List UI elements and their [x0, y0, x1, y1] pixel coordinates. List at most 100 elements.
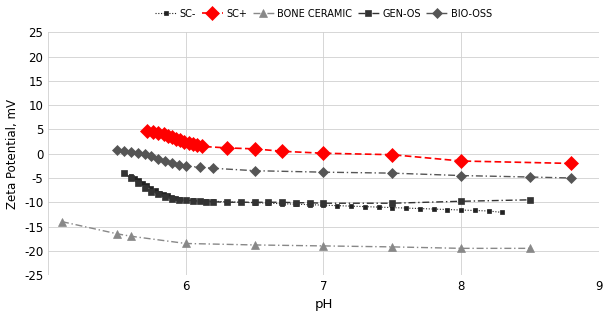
GEN-OS [527, 198, 534, 202]
BIO-OSS [389, 171, 396, 175]
SC- [160, 192, 167, 196]
SC- [292, 202, 300, 206]
Y-axis label: Zeta Potential, mV: Zeta Potential, mV [5, 99, 19, 209]
BIO-OSS [182, 164, 190, 168]
GEN-OS [162, 196, 169, 199]
BONE CERAMIC [182, 242, 190, 245]
SC+ [278, 149, 286, 153]
BONE CERAMIC [127, 234, 134, 238]
BIO-OSS [120, 149, 128, 153]
SC- [375, 205, 382, 209]
GEN-OS [264, 200, 272, 204]
SC+ [185, 141, 192, 145]
SC- [182, 198, 190, 202]
Line: BIO-OSS: BIO-OSS [114, 147, 575, 181]
BIO-OSS [168, 162, 176, 165]
BIO-OSS [162, 159, 169, 163]
GEN-OS [175, 198, 182, 202]
SC- [347, 204, 354, 208]
BIO-OSS [251, 169, 258, 173]
SC- [210, 199, 217, 203]
SC+ [154, 131, 162, 135]
GEN-OS [224, 200, 231, 204]
SC- [264, 201, 272, 205]
SC- [499, 210, 506, 214]
Line: GEN-OS: GEN-OS [120, 170, 533, 207]
BIO-OSS [141, 152, 148, 156]
SC- [143, 183, 151, 187]
SC- [237, 200, 244, 204]
SC- [444, 208, 451, 211]
SC- [127, 174, 134, 178]
X-axis label: pH: pH [314, 298, 333, 311]
GEN-OS [120, 171, 128, 175]
GEN-OS [210, 200, 217, 204]
SC- [402, 206, 410, 210]
SC- [177, 197, 184, 201]
SC- [471, 209, 478, 212]
BIO-OSS [154, 157, 162, 160]
GEN-OS [189, 199, 196, 203]
SC- [120, 171, 128, 175]
BIO-OSS [210, 166, 217, 170]
SC- [334, 204, 341, 208]
BIO-OSS [457, 174, 465, 178]
SC+ [251, 147, 258, 151]
SC+ [224, 146, 231, 150]
BIO-OSS [567, 176, 575, 180]
SC- [203, 199, 210, 203]
BONE CERAMIC [457, 246, 465, 250]
SC- [196, 199, 203, 203]
SC- [173, 196, 180, 200]
GEN-OS [154, 193, 162, 197]
BONE CERAMIC [113, 232, 120, 236]
SC+ [181, 140, 188, 144]
SC+ [173, 137, 180, 140]
BONE CERAMIC [58, 220, 66, 223]
SC+ [389, 153, 396, 157]
BONE CERAMIC [320, 244, 327, 248]
SC- [189, 198, 196, 202]
SC+ [168, 135, 176, 139]
SC+ [189, 142, 196, 146]
BONE CERAMIC [389, 245, 396, 249]
SC- [430, 207, 437, 211]
SC- [416, 207, 423, 210]
SC+ [567, 162, 575, 165]
BIO-OSS [134, 151, 141, 155]
GEN-OS [203, 200, 210, 204]
SC- [361, 205, 368, 209]
BONE CERAMIC [251, 243, 258, 247]
GEN-OS [134, 181, 141, 185]
GEN-OS [148, 190, 155, 193]
GEN-OS [278, 200, 286, 204]
SC+ [149, 130, 156, 134]
SC- [457, 208, 465, 212]
GEN-OS [182, 198, 190, 202]
SC- [224, 200, 231, 204]
SC+ [457, 159, 465, 163]
SC+ [320, 151, 327, 155]
SC+ [177, 138, 184, 142]
SC- [156, 191, 164, 194]
SC+ [160, 133, 167, 136]
SC- [320, 203, 327, 207]
GEN-OS [320, 201, 327, 205]
Line: BONE CERAMIC: BONE CERAMIC [58, 217, 534, 253]
GEN-OS [237, 200, 244, 204]
GEN-OS [168, 197, 176, 201]
BIO-OSS [527, 175, 534, 179]
BIO-OSS [320, 170, 327, 174]
Legend: SC-, SC+, BONE CERAMIC, GEN-OS, BIO-OSS: SC-, SC+, BONE CERAMIC, GEN-OS, BIO-OSS [152, 6, 495, 22]
SC- [168, 195, 176, 199]
BIO-OSS [148, 154, 155, 158]
SC- [164, 194, 171, 197]
SC- [152, 188, 159, 192]
SC- [131, 176, 139, 180]
Line: SC+: SC+ [142, 126, 576, 168]
SC+ [164, 134, 171, 138]
SC- [148, 186, 155, 190]
GEN-OS [251, 200, 258, 204]
GEN-OS [127, 176, 134, 180]
GEN-OS [306, 201, 313, 205]
